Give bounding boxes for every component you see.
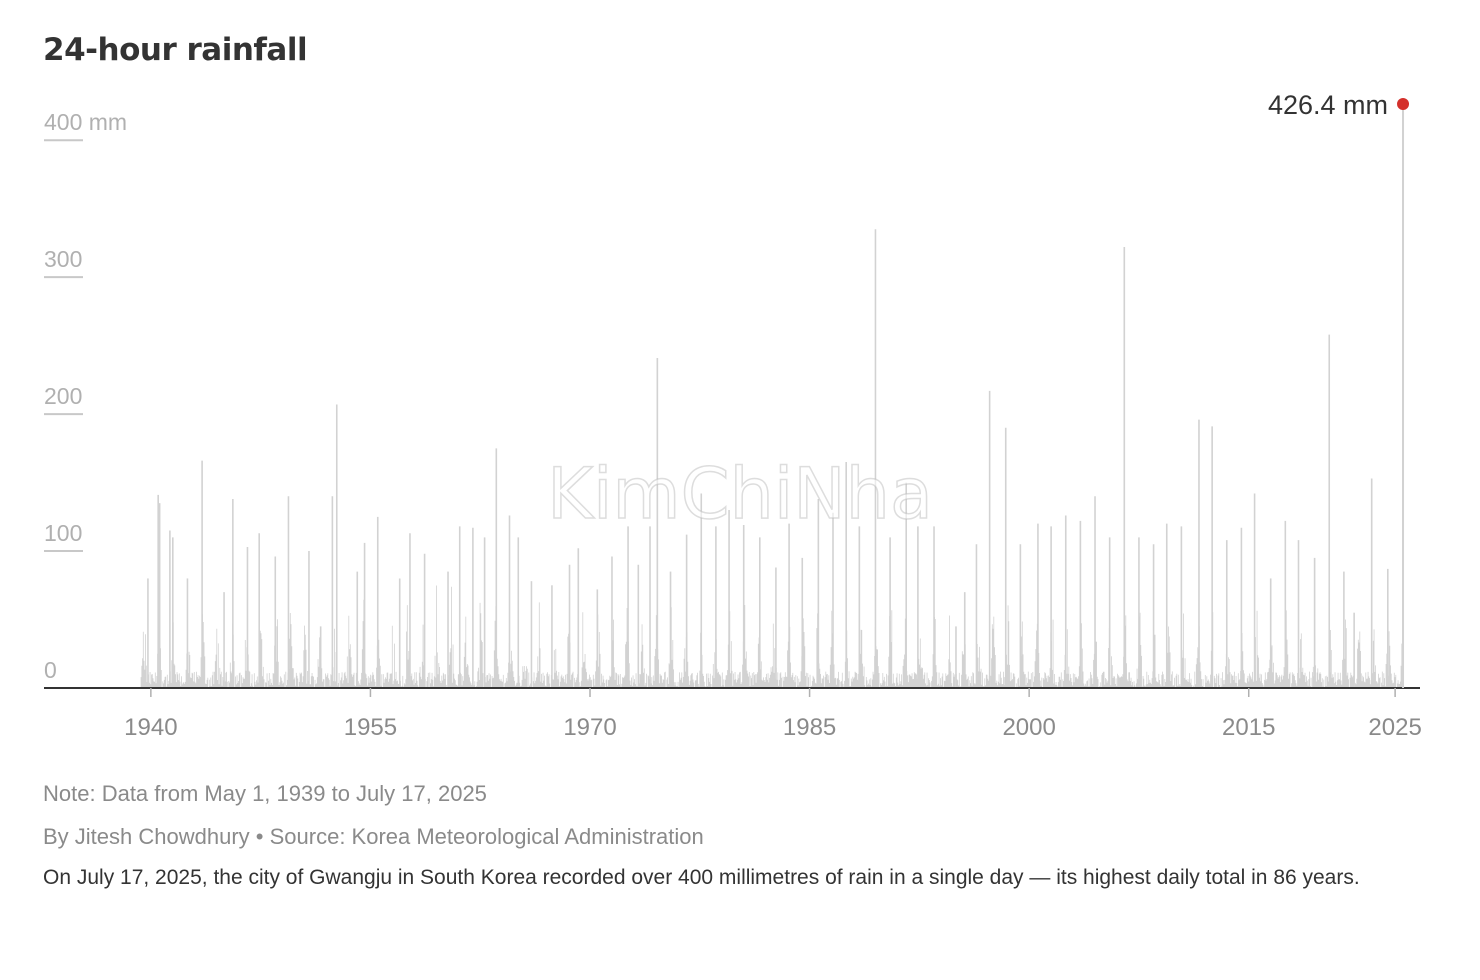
x-tick-label: 2015 xyxy=(1222,714,1275,741)
x-tick-label: 1940 xyxy=(124,714,177,741)
rainfall-chart: 0 100 200 300 400 mm 1940 1955 1970 1985 2000 201… xyxy=(44,90,1422,741)
x-axis: 1940 1955 1970 1985 2000 2015 2025 xyxy=(44,687,1422,741)
rainfall-bars xyxy=(140,229,1403,688)
data-note: Note: Data from May 1, 1939 to July 17, … xyxy=(43,781,487,806)
separator: • xyxy=(255,824,264,849)
chart-description: On July 17, 2025, the city of Gwangju in… xyxy=(43,866,1360,889)
byline-source: By Jitesh Chowdhury • Source: Korea Mete… xyxy=(43,824,704,850)
source: Source: Korea Meteorological Administrat… xyxy=(269,824,704,849)
x-tick-label: 1955 xyxy=(344,714,397,741)
watermark-text: KimChiNha xyxy=(547,453,933,535)
record-point xyxy=(1397,98,1410,111)
y-tick-label: 100 xyxy=(44,520,82,546)
y-tick-label: 200 xyxy=(44,383,82,409)
y-tick-label: 300 xyxy=(44,246,82,272)
y-axis: 0 100 200 300 400 mm xyxy=(44,109,127,683)
record-label: 426.4 mm xyxy=(1268,90,1388,120)
byline: By Jitesh Chowdhury xyxy=(43,824,250,849)
y-tick-label: 0 xyxy=(44,657,57,683)
x-tick-label: 1970 xyxy=(563,714,616,741)
x-tick-label: 1985 xyxy=(783,714,836,741)
x-tick-label: 2025 xyxy=(1368,714,1421,741)
rainfall-texture xyxy=(140,585,1403,688)
x-tick-label: 2000 xyxy=(1002,714,1055,741)
y-tick-label: 400 mm xyxy=(44,109,127,135)
chart-title: 24-hour rainfall xyxy=(43,32,308,68)
record-highlight: 426.4 mm xyxy=(1268,90,1410,688)
